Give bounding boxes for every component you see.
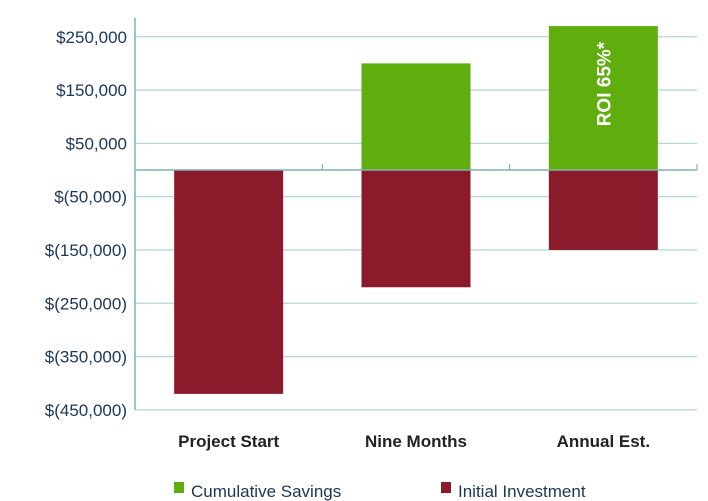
bar-initial-investment (361, 170, 471, 288)
bar-initial-investment (548, 170, 658, 250)
y-tick-label: $50,000 (66, 134, 127, 153)
y-tick-label: $(450,000) (45, 401, 127, 420)
x-category-label: Nine Months (365, 432, 467, 451)
legend-swatch-0 (174, 482, 184, 493)
legend-label: Cumulative Savings (191, 482, 341, 501)
y-tick-label: $(150,000) (45, 241, 127, 260)
x-category-label: Project Start (178, 432, 279, 451)
y-tick-label: $250,000 (56, 28, 127, 47)
roi-annotation: ROI 65%* (594, 41, 615, 126)
legend-swatch-1 (441, 482, 451, 493)
y-tick-label: $(350,000) (45, 348, 127, 367)
bar-initial-investment (174, 170, 284, 394)
x-category-label: Annual Est. (557, 432, 651, 451)
y-tick-label: $(50,000) (54, 188, 127, 207)
bar-cumulative-savings (361, 63, 471, 170)
bar-cumulative-savings (548, 26, 658, 171)
legend-label: Initial Investment (458, 482, 586, 501)
y-tick-label: $(250,000) (45, 294, 127, 313)
y-tick-label: $150,000 (56, 81, 127, 100)
